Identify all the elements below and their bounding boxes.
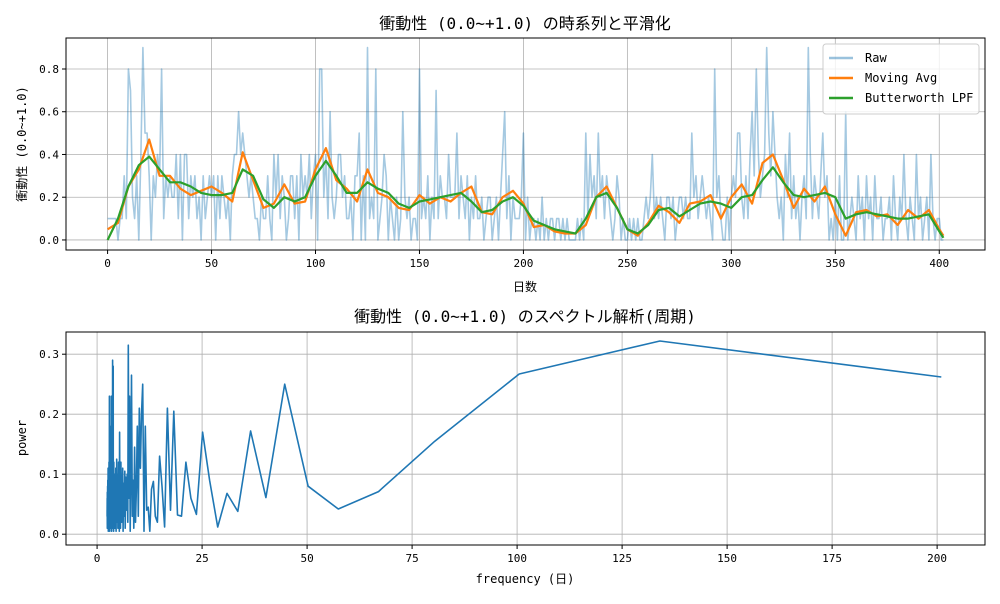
top-y-tick-label: 0.0	[39, 234, 59, 247]
top-series-butterworth-lpf	[106, 155, 945, 241]
legend-entry-label: Raw	[865, 51, 887, 65]
top-plot-frame	[65, 37, 986, 251]
y-axis-label-bottom: power	[15, 420, 29, 456]
bottom-x-tick-label: 150	[717, 552, 737, 565]
bottom-x-tick-label: 50	[300, 552, 313, 565]
bottom-y-tick-label: 0.1	[39, 468, 59, 481]
bottom-x-tick-label: 125	[612, 552, 632, 565]
bottom-x-tick-label: 200	[927, 552, 947, 565]
bottom-plot-frame	[65, 331, 986, 546]
top-x-tick-label: 200	[513, 257, 533, 270]
bottom-x-tick-label: 75	[405, 552, 418, 565]
legend-entry-label: Butterworth LPF	[865, 91, 973, 105]
bottom-y-tick-label: 0.2	[39, 408, 59, 421]
top-y-tick-label: 0.8	[39, 63, 59, 76]
chart-title-bottom: 衝動性 (0.0~+1.0) のスペクトル解析(周期)	[354, 307, 696, 326]
bottom-x-tick-label: 25	[195, 552, 208, 565]
legend-entry-label: Moving Avg	[865, 71, 937, 85]
top-x-tick-label: 300	[721, 257, 741, 270]
top-y-tick-label: 0.6	[39, 106, 59, 119]
bottom-x-tick-label: 175	[822, 552, 842, 565]
top-x-tick-label: 400	[929, 257, 949, 270]
top-y-tick-label: 0.4	[39, 148, 59, 161]
bottom-x-tick-label: 0	[94, 552, 101, 565]
top-x-tick-label: 350	[825, 257, 845, 270]
x-axis-label-top: 日数	[513, 279, 537, 294]
top-x-tick-label: 0	[104, 257, 111, 270]
legend: Raw Moving Avg Butterworth LPF	[822, 43, 980, 115]
y-axis-label-top: 衝動性 (0.0~+1.0)	[15, 86, 29, 201]
top-x-tick-label: 250	[617, 257, 637, 270]
legend-box	[822, 43, 980, 115]
top-series-raw	[107, 46, 944, 241]
x-axis-label-bottom: frequency (日)	[476, 572, 575, 586]
bottom-series-line	[106, 340, 942, 533]
bottom-x-tick-label: 100	[507, 552, 527, 565]
top-y-tick-label: 0.2	[39, 191, 59, 204]
top-x-tick-label: 50	[205, 257, 218, 270]
bottom-y-tick-label: 0.0	[39, 528, 59, 541]
bottom-y-tick-label: 0.3	[39, 348, 59, 361]
top-x-tick-label: 100	[306, 257, 326, 270]
top-x-tick-label: 150	[410, 257, 430, 270]
chart-title-top: 衝動性 (0.0~+1.0) の時系列と平滑化	[379, 14, 671, 33]
